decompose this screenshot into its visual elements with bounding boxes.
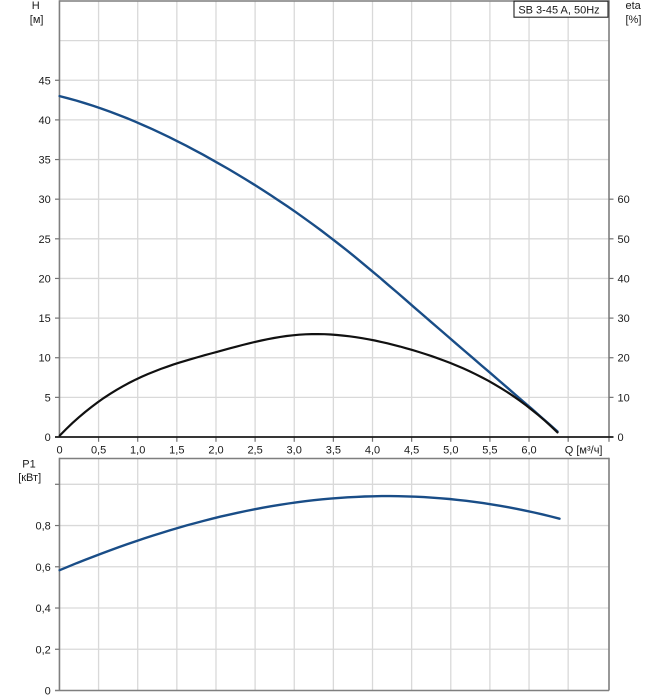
svg-text:30: 30	[39, 194, 51, 206]
svg-text:40: 40	[618, 274, 630, 286]
svg-text:2,5: 2,5	[247, 445, 262, 457]
svg-text:P1: P1	[22, 458, 35, 470]
svg-text:SB 3-45 A, 50Hz: SB 3-45 A, 50Hz	[518, 4, 599, 16]
svg-text:0,4: 0,4	[36, 603, 51, 615]
svg-text:25: 25	[39, 234, 51, 246]
svg-text:5,5: 5,5	[482, 445, 497, 457]
svg-text:Q [м³/ч]: Q [м³/ч]	[565, 445, 603, 457]
svg-text:0: 0	[618, 432, 624, 444]
svg-text:5: 5	[45, 392, 51, 404]
svg-text:20: 20	[39, 274, 51, 286]
svg-text:20: 20	[618, 353, 630, 365]
svg-text:60: 60	[618, 194, 630, 206]
svg-text:eta: eta	[626, 0, 642, 12]
svg-text:3,0: 3,0	[287, 445, 302, 457]
svg-text:0: 0	[45, 432, 51, 444]
svg-text:1,5: 1,5	[169, 445, 184, 457]
svg-text:0,2: 0,2	[36, 644, 51, 656]
svg-text:45: 45	[39, 75, 51, 87]
svg-text:[кВт]: [кВт]	[18, 472, 41, 484]
svg-text:50: 50	[618, 234, 630, 246]
svg-text:0,6: 0,6	[36, 562, 51, 574]
svg-text:30: 30	[618, 313, 630, 325]
svg-text:[%]: [%]	[626, 14, 642, 26]
svg-text:5,0: 5,0	[443, 445, 458, 457]
svg-text:10: 10	[39, 353, 51, 365]
svg-text:0,8: 0,8	[36, 521, 51, 533]
svg-text:6,0: 6,0	[521, 445, 536, 457]
svg-text:H: H	[32, 0, 40, 12]
svg-text:40: 40	[39, 115, 51, 127]
svg-text:4,5: 4,5	[404, 445, 419, 457]
svg-text:0,5: 0,5	[91, 445, 106, 457]
svg-text:10: 10	[618, 392, 630, 404]
svg-text:15: 15	[39, 313, 51, 325]
svg-text:0: 0	[56, 445, 62, 457]
svg-text:[м]: [м]	[30, 14, 44, 26]
svg-text:3,5: 3,5	[326, 445, 341, 457]
svg-text:0: 0	[45, 686, 51, 698]
svg-text:4,0: 4,0	[365, 445, 380, 457]
svg-text:2,0: 2,0	[208, 445, 223, 457]
svg-text:35: 35	[39, 155, 51, 167]
svg-text:1,0: 1,0	[130, 445, 145, 457]
